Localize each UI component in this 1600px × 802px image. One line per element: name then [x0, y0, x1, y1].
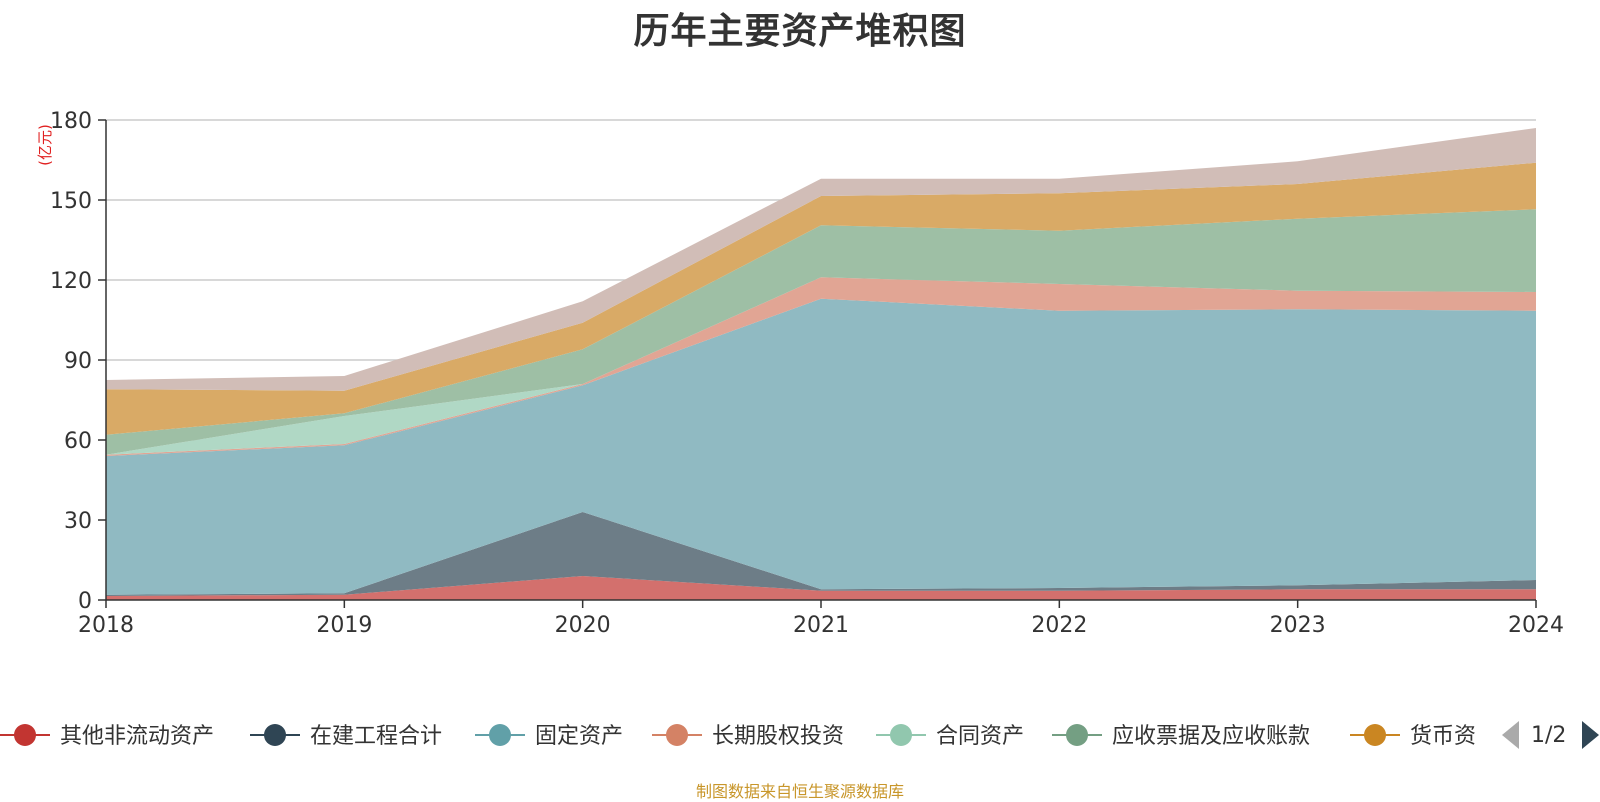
legend-circle-icon: [489, 724, 511, 746]
legend-circle-icon: [666, 724, 688, 746]
source-note: 制图数据来自恒生聚源数据库: [695, 782, 904, 801]
legend-item-1[interactable]: 在建工程合计: [250, 724, 442, 749]
x-tick-label: 2023: [1270, 613, 1326, 638]
legend-item-4[interactable]: 合同资产: [876, 724, 1024, 749]
legend-label: 长期股权投资: [712, 724, 844, 749]
y-tick-label: 60: [64, 429, 92, 454]
chart-title: 历年主要资产堆积图: [633, 11, 967, 52]
axes: 0 30 60 90 120 150 180 2018 2019 2020 2021 2022 2023…: [50, 109, 1564, 638]
legend-pager: 1/2: [1502, 721, 1599, 749]
area-series-1: [106, 512, 1536, 596]
legend-label: 合同资产: [936, 724, 1024, 749]
legend-item-5[interactable]: 应收票据及应收账款: [1052, 724, 1310, 749]
area-series-0: [106, 576, 1536, 600]
y-tick-label: 30: [64, 509, 92, 534]
legend-circle-icon: [1066, 724, 1088, 746]
area-series-3: [106, 277, 1536, 456]
area-series-6: [106, 162, 1536, 435]
y-tick-label: 150: [50, 189, 92, 214]
y-tick-label: 120: [50, 269, 92, 294]
legend-circle-icon: [14, 724, 36, 746]
legend-label: 在建工程合计: [310, 724, 442, 749]
legend-item-0[interactable]: 其他非流动资产: [0, 724, 214, 749]
legend: 其他非流动资产 在建工程合计 固定资产 长期股权投资 合同资产 应收票据及应收账款 货币资: [0, 724, 1476, 749]
triangle-right-icon[interactable]: [1582, 721, 1599, 749]
legend-label: 其他非流动资产: [60, 724, 214, 749]
x-tick-label: 2021: [793, 613, 849, 638]
legend-label: 货币资: [1410, 724, 1476, 749]
legend-circle-icon: [264, 724, 286, 746]
stacked-areas: [106, 128, 1536, 600]
y-tick-label: 0: [78, 589, 92, 614]
area-series-2: [106, 298, 1536, 595]
x-tick-label: 2019: [316, 613, 372, 638]
x-tick-label: 2022: [1031, 613, 1087, 638]
legend-item-3[interactable]: 长期股权投资: [652, 724, 844, 749]
x-tick-label: 2020: [555, 613, 611, 638]
area-series-4: [106, 277, 1536, 455]
area-series-7: [106, 128, 1536, 391]
legend-circle-icon: [890, 724, 912, 746]
y-tick-label: 180: [50, 109, 92, 134]
legend-label: 应收票据及应收账款: [1112, 724, 1310, 749]
y-axis-unit-label: (亿元): [36, 124, 54, 166]
legend-item-2[interactable]: 固定资产: [475, 724, 623, 749]
x-tick-label: 2024: [1508, 613, 1564, 638]
legend-label: 固定资产: [535, 724, 623, 749]
legend-page-indicator: 1/2: [1531, 723, 1566, 748]
y-tick-label: 90: [64, 349, 92, 374]
triangle-left-icon[interactable]: [1502, 721, 1519, 749]
area-series-5: [106, 209, 1536, 455]
legend-circle-icon: [1364, 724, 1386, 746]
x-tick-label: 2018: [78, 613, 134, 638]
legend-item-6[interactable]: 货币资: [1350, 724, 1476, 749]
